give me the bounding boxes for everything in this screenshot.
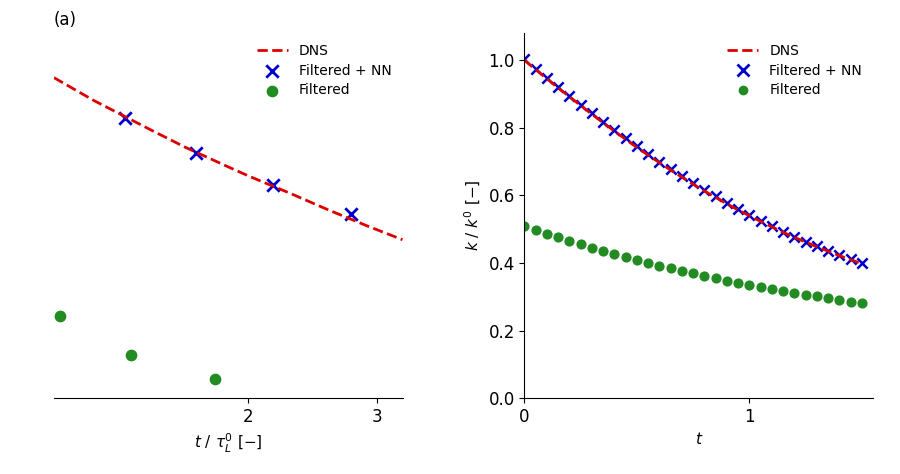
Point <box>832 296 847 304</box>
Point <box>855 299 869 307</box>
Point <box>551 83 565 91</box>
Point <box>855 260 869 267</box>
Point <box>675 173 689 180</box>
Point <box>518 222 532 229</box>
DNS <box>380 230 391 236</box>
Point <box>765 285 779 293</box>
Point <box>776 228 790 236</box>
Filtered + NN <box>118 114 132 121</box>
DNS <box>113 110 124 116</box>
Filtered <box>53 312 68 320</box>
Point <box>540 230 554 237</box>
Point <box>765 222 779 230</box>
Filtered + NN <box>266 181 281 188</box>
DNS <box>69 87 80 92</box>
Point <box>788 289 802 297</box>
Point <box>562 92 577 100</box>
Point <box>518 55 532 62</box>
Point <box>585 244 599 252</box>
Point <box>810 292 824 300</box>
Point <box>663 264 678 272</box>
Point <box>596 118 610 126</box>
Filtered <box>208 375 222 383</box>
Point <box>708 274 723 282</box>
Point <box>821 294 835 302</box>
X-axis label: $t$: $t$ <box>695 431 703 447</box>
Point <box>540 74 554 82</box>
Filtered <box>124 352 139 359</box>
Point <box>686 270 700 277</box>
Point <box>798 291 813 299</box>
Point <box>742 281 757 289</box>
Point <box>618 135 633 142</box>
Point <box>528 65 543 73</box>
DNS <box>367 225 378 231</box>
Point <box>698 186 712 194</box>
DNS <box>63 83 74 89</box>
Point <box>798 238 813 246</box>
Point <box>731 205 745 213</box>
Point <box>698 272 712 280</box>
Point <box>596 247 610 255</box>
Filtered <box>292 401 306 409</box>
Point <box>618 254 633 261</box>
Point <box>708 192 723 200</box>
Point <box>641 150 655 158</box>
Point <box>810 243 824 250</box>
Legend: DNS, Filtered + NN, Filtered: DNS, Filtered + NN, Filtered <box>724 40 866 101</box>
Point <box>641 259 655 267</box>
X-axis label: $t\ /\ \tau_L^0\ \mathrm{[-]}$: $t\ /\ \tau_L^0\ \mathrm{[-]}$ <box>194 431 263 455</box>
Point <box>630 256 644 264</box>
Point <box>753 217 768 225</box>
Point <box>652 158 667 165</box>
Point <box>608 250 622 258</box>
Point <box>742 211 757 219</box>
Point <box>675 267 689 275</box>
DNS <box>49 75 59 81</box>
Point <box>753 283 768 291</box>
Y-axis label: $k\ /\ k^0\ \mathrm{[-]}$: $k\ /\ k^0\ \mathrm{[-]}$ <box>463 180 482 251</box>
Point <box>551 234 565 241</box>
Point <box>720 199 734 207</box>
Point <box>663 165 678 173</box>
Point <box>788 233 802 240</box>
Point <box>720 277 734 284</box>
DNS <box>397 237 408 243</box>
Point <box>528 226 543 234</box>
Point <box>652 262 667 270</box>
Point <box>686 180 700 187</box>
Point <box>585 109 599 117</box>
Point <box>821 247 835 255</box>
DNS <box>141 125 152 131</box>
Point <box>843 298 858 305</box>
Text: (a): (a) <box>54 11 77 29</box>
Point <box>731 279 745 287</box>
Filtered + NN <box>344 210 358 218</box>
Legend: DNS, Filtered + NN, Filtered: DNS, Filtered + NN, Filtered <box>253 40 396 101</box>
Point <box>843 255 858 263</box>
Filtered + NN <box>189 150 203 157</box>
Point <box>832 251 847 259</box>
Point <box>776 287 790 295</box>
Point <box>573 101 588 109</box>
Line: DNS: DNS <box>54 78 402 240</box>
Point <box>562 237 577 245</box>
Point <box>630 143 644 150</box>
Point <box>573 241 588 248</box>
Point <box>608 127 622 134</box>
